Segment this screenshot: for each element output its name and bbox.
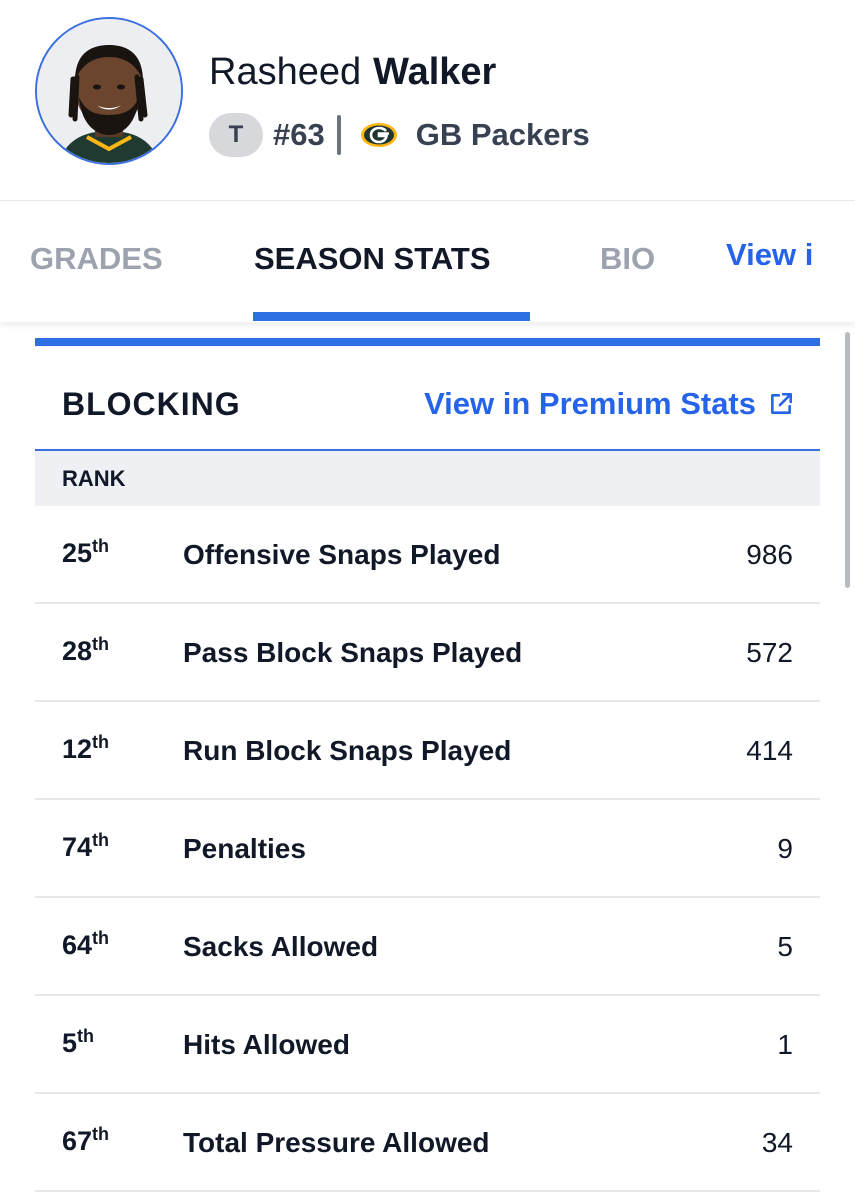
stat-rank-number: 12	[62, 734, 93, 764]
stat-rank-number: 5	[62, 1028, 78, 1058]
stat-rank-suffix: th	[92, 830, 110, 850]
stat-rank-number: 64	[62, 930, 93, 960]
stats-section: BLOCKING View in Premium Stats RANK 25th…	[35, 338, 820, 1192]
stat-row: 74th Penalties 9	[35, 800, 820, 898]
stat-label: Hits Allowed	[183, 1029, 350, 1060]
packers-g-icon	[360, 123, 397, 147]
tab-season-stats[interactable]: SEASON STATS	[254, 241, 491, 276]
stat-label: Run Block Snaps Played	[183, 735, 512, 766]
stat-rank-suffix: th	[92, 732, 110, 752]
external-link-icon[interactable]	[768, 391, 794, 417]
stats-table: 25th Offensive Snaps Played 986 28th Pass Bl…	[35, 506, 820, 1192]
stat-rank: 5th	[62, 1026, 95, 1059]
stat-rank-number: 74	[62, 832, 93, 862]
player-headshot-icon	[37, 19, 181, 163]
stat-rank: 64th	[62, 928, 110, 961]
stat-rank-number: 25	[62, 538, 93, 568]
stat-row: 67th Total Pressure Allowed 34	[35, 1094, 820, 1192]
stat-rank-suffix: th	[92, 634, 110, 654]
stat-row: 25th Offensive Snaps Played 986	[35, 506, 820, 604]
stat-rank: 28th	[62, 634, 110, 667]
premium-stats-link-label[interactable]: View in Premium Stats	[424, 386, 756, 421]
stat-label: Penalties	[183, 833, 306, 864]
player-meta: T #63 GB Packers	[209, 111, 590, 159]
stat-label: Offensive Snaps Played	[183, 539, 501, 570]
section-header: BLOCKING View in Premium Stats	[35, 346, 820, 451]
team-name[interactable]: GB Packers	[415, 117, 590, 152]
stat-rank: 12th	[62, 732, 110, 765]
stat-value: 9	[777, 833, 793, 864]
premium-stats-link[interactable]: View in Premium Stats	[424, 386, 794, 422]
stat-value: 1	[777, 1029, 793, 1060]
stat-rank-number: 28	[62, 636, 93, 666]
stat-label: Total Pressure Allowed	[183, 1127, 490, 1158]
stat-value: 572	[746, 637, 793, 668]
scrollbar[interactable]	[845, 332, 850, 588]
stat-label: Pass Block Snaps Played	[183, 637, 523, 668]
stat-row: 12th Run Block Snaps Played 414	[35, 702, 820, 800]
stat-rank: 67th	[62, 1124, 110, 1157]
section-accent-bar	[35, 338, 820, 346]
section-title: BLOCKING	[62, 386, 241, 422]
position-badge: T	[209, 113, 263, 157]
stat-row: 28th Pass Block Snaps Played 572	[35, 604, 820, 702]
stat-rank-suffix: th	[92, 1124, 110, 1144]
meta-divider	[336, 115, 341, 155]
jersey-number: #63	[273, 117, 325, 152]
stat-value: 414	[746, 735, 793, 766]
tab-grades[interactable]: GRADES	[30, 241, 163, 276]
tab-bar: GRADES SEASON STATS BIO View i	[0, 200, 855, 322]
stat-value: 5	[777, 931, 793, 962]
player-avatar	[35, 17, 183, 165]
stat-label: Sacks Allowed	[183, 931, 379, 962]
active-tab-indicator	[253, 312, 530, 321]
stat-row: 5th Hits Allowed 1	[35, 996, 820, 1094]
rank-column-header: RANK	[35, 451, 820, 506]
tab-view-link[interactable]: View i	[726, 237, 814, 272]
stat-rank: 25th	[62, 536, 110, 569]
stat-value: 986	[746, 539, 793, 570]
stat-rank-suffix: th	[92, 536, 110, 556]
stat-rank-number: 67	[62, 1126, 93, 1156]
player-header: Rasheed Walker T #63 GB Packers	[0, 0, 855, 200]
stat-value: 34	[761, 1127, 793, 1158]
stat-rank: 74th	[62, 830, 110, 863]
player-last-name: Walker	[373, 51, 497, 93]
stat-row: 64th Sacks Allowed 5	[35, 898, 820, 996]
tab-bio[interactable]: BIO	[600, 241, 656, 276]
player-first-name: Rasheed	[209, 51, 362, 93]
player-name: Rasheed Walker	[209, 50, 496, 94]
stat-rank-suffix: th	[92, 928, 110, 948]
stat-rank-suffix: th	[77, 1026, 95, 1046]
